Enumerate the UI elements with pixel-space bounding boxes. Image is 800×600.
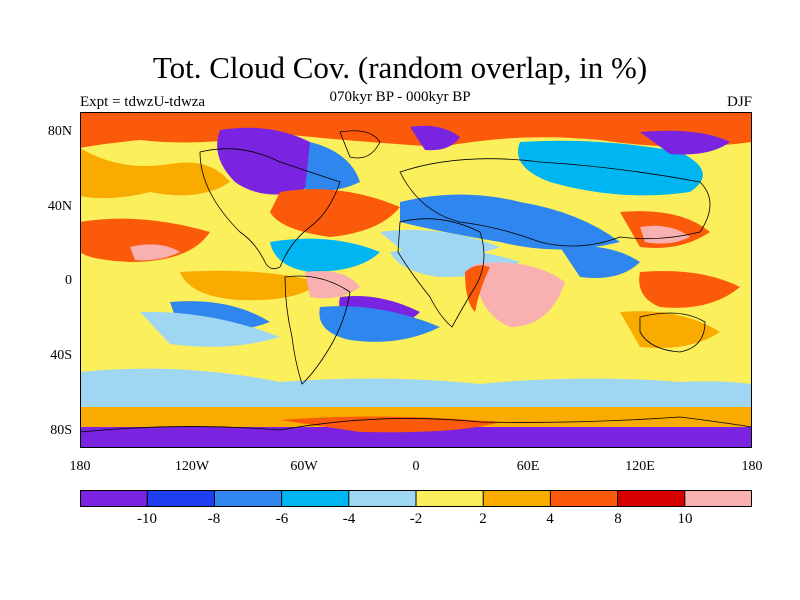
- colorbar-label-8: 8: [614, 511, 622, 527]
- lon-tick-60w: 60W: [290, 459, 318, 474]
- colorbar-swatch-6: [416, 490, 484, 507]
- lon-tick-120e: 120E: [625, 459, 655, 474]
- southern-ocean-lightblue: [80, 368, 752, 407]
- maritime-continent-orange: [639, 271, 740, 308]
- east-pacific-pink: [130, 244, 180, 261]
- lon-tick-180w: 180: [69, 459, 91, 474]
- caribbean-blue: [270, 238, 380, 272]
- colorbar-swatch-9: [617, 490, 685, 507]
- lat-tick-40n: 40N: [47, 199, 72, 214]
- colorbar-swatch-8: [550, 490, 618, 507]
- colorbar-label-1: -10: [137, 511, 157, 527]
- scandinavia-purple: [410, 125, 460, 151]
- colorbar-label-6: 2: [479, 511, 487, 527]
- africa-red-rim: [465, 265, 490, 312]
- lat-tick-80n: 80N: [47, 124, 72, 139]
- colorbar-label-7: 4: [546, 511, 554, 527]
- colorbar: [80, 490, 752, 507]
- map-title: Tot. Cloud Cov. (random overlap, in %): [152, 50, 648, 85]
- colorbar-label-4: -4: [342, 511, 356, 527]
- north-america-blue: [305, 142, 360, 191]
- cloud-cover-map: [80, 112, 752, 448]
- antarctica-coast: [80, 416, 752, 433]
- eurasia-coast: [399, 158, 711, 247]
- lat-tick-0: 0: [65, 273, 72, 288]
- lon-tick-180e: 180: [741, 459, 763, 474]
- africa-coast: [397, 218, 485, 328]
- indian-ocean-blue: [560, 246, 640, 278]
- north-america-purple: [217, 127, 318, 195]
- colorbar-label-9: 10: [677, 511, 693, 527]
- lon-tick-0: 0: [412, 459, 420, 474]
- south-america-pink: [305, 271, 360, 299]
- map-subtitle: 070kyr BP - 000kyr BP: [329, 89, 471, 105]
- colorbar-swatch-4: [281, 490, 349, 507]
- north-atlantic-orange: [270, 189, 400, 237]
- antarctic-red: [280, 416, 500, 433]
- coastlines: [80, 130, 752, 433]
- map-frame: [80, 112, 752, 448]
- north-america-coast: [199, 148, 341, 270]
- north-pacific-orange: [80, 148, 230, 199]
- colorbar-label-5: -2: [409, 511, 423, 527]
- siberia-purple: [640, 130, 730, 155]
- south-atlantic-blue: [319, 306, 440, 342]
- eurasia-blue-band: [400, 194, 620, 250]
- colorbar-label-2: -8: [207, 511, 221, 527]
- lon-tick-60e: 60E: [516, 459, 540, 474]
- greenland-coast: [339, 130, 381, 159]
- africa-pink: [475, 262, 565, 327]
- south-pacific-lightblue: [140, 311, 280, 347]
- colorbar-swatch-7: [483, 490, 551, 507]
- lat-tick-40s: 40S: [50, 348, 72, 363]
- colorbar-swatch-5: [348, 490, 416, 507]
- lon-tick-120w: 120W: [174, 459, 210, 474]
- antarctic-band: [80, 427, 752, 448]
- colorbar-swatch-2: [147, 490, 215, 507]
- season-label: DJF: [726, 94, 752, 110]
- australia-coast: [639, 312, 706, 353]
- colorbar-swatch-1: [80, 490, 148, 507]
- experiment-label: Expt = tdwzU-tdwza: [80, 94, 206, 110]
- west-pacific-pink: [640, 225, 690, 244]
- colorbar-label-3: -6: [275, 511, 289, 527]
- colorbar-swatch-10: [684, 490, 752, 507]
- south-america-coast: [284, 275, 351, 385]
- colorbar-swatch-3: [214, 490, 282, 507]
- lat-tick-80s: 80S: [50, 423, 72, 438]
